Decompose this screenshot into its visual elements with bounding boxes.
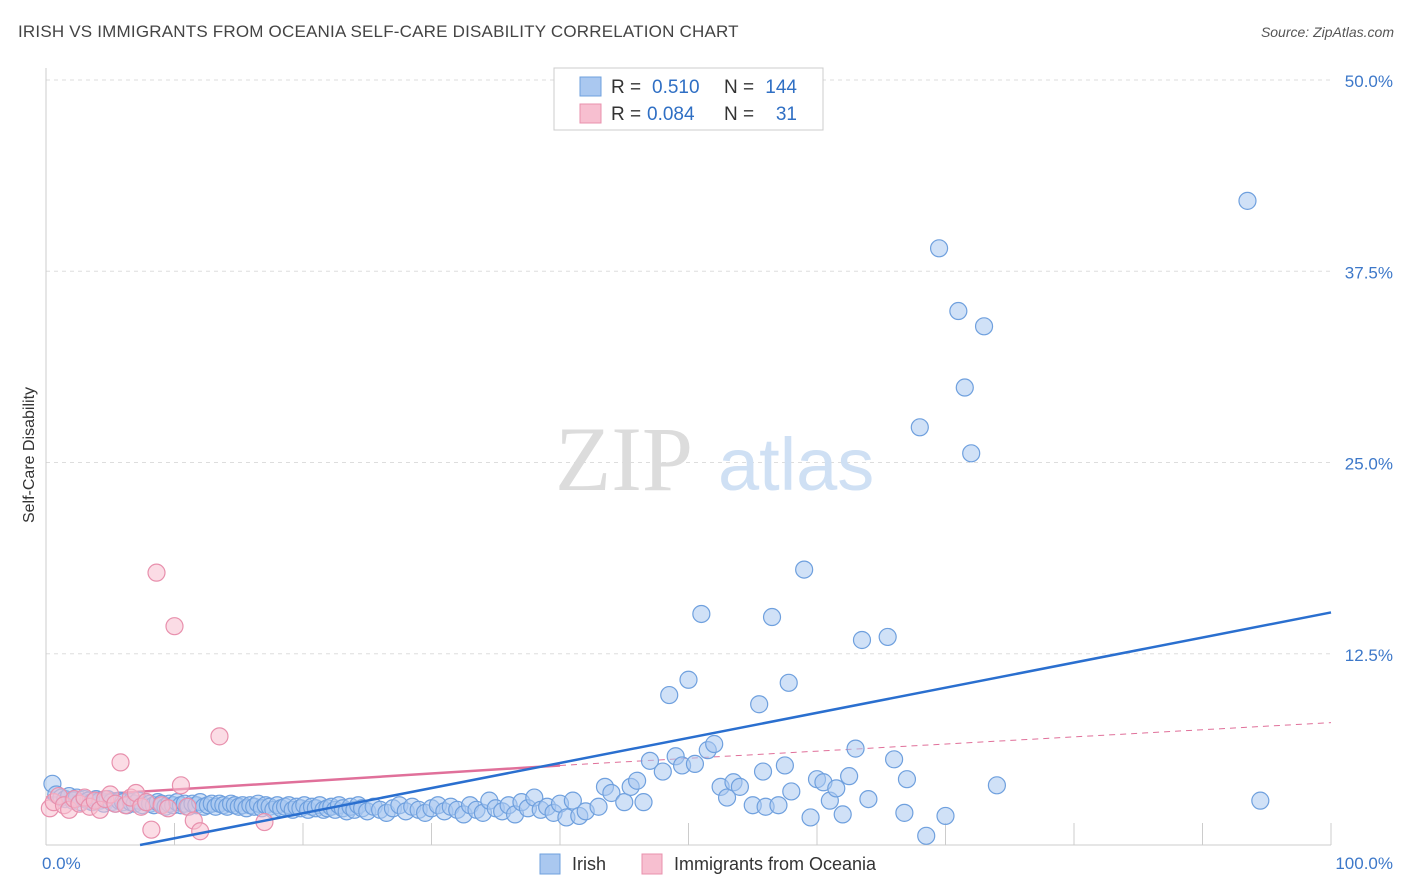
irish-point: [640, 751, 660, 770]
irish-point: [852, 630, 872, 650]
y-axis-label: Self-Care Disability: [21, 387, 38, 523]
irish-point: [929, 239, 949, 258]
bottom-legend-irish: Irish: [572, 854, 606, 874]
x-tick-label-max: 100.0%: [1335, 854, 1393, 873]
bottom-legend-swatch-irish: [539, 853, 561, 875]
irish-point: [750, 695, 769, 714]
legend-n-label-2: N =: [724, 104, 754, 125]
irish-point: [653, 762, 672, 781]
watermark-zip: ZIP: [555, 408, 693, 510]
y-tick-label: 50.0%: [1345, 72, 1393, 91]
irish-point: [685, 754, 705, 774]
legend-swatch-irish: [579, 76, 602, 97]
irish-point: [775, 756, 794, 775]
irish-point: [615, 793, 634, 812]
irish-point: [769, 796, 788, 815]
y-tick-label: 12.5%: [1345, 646, 1393, 665]
oceania-point: [171, 776, 191, 795]
irish-point: [705, 734, 724, 754]
irish-trend-group: [139, 611, 1332, 847]
irish-point: [878, 627, 897, 647]
irish-point: [833, 805, 852, 824]
irish-point: [634, 793, 653, 812]
axes: 0.0% 100.0%: [42, 68, 1393, 873]
irish-point: [753, 762, 773, 781]
irish-point: [897, 770, 917, 789]
oceania-points: [40, 563, 274, 841]
oceania-point: [111, 753, 130, 772]
irish-point: [974, 317, 994, 336]
legend-n-label-1: N =: [724, 77, 754, 98]
irish-point: [917, 826, 936, 845]
irish-point: [884, 750, 904, 769]
legend-r-value-1: 0.510: [652, 77, 700, 98]
irish-point: [840, 767, 859, 786]
irish-point: [936, 806, 955, 826]
legend: R = 0.510 N = 144 R = 0.084 N = 31: [553, 67, 824, 131]
irish-point: [1251, 791, 1270, 810]
oceania-point: [158, 799, 178, 818]
irish-point: [1238, 191, 1257, 210]
oceania-point: [137, 793, 156, 812]
irish-point: [827, 779, 846, 798]
x-tick-label-min: 0.0%: [42, 854, 81, 873]
legend-n-value-2: 31: [776, 104, 797, 125]
legend-r-label-1: R =: [611, 77, 641, 98]
irish-point: [962, 444, 981, 463]
irish-point: [627, 771, 647, 790]
y-axis-label-group: Self-Care Disability: [21, 387, 38, 523]
irish-points: [43, 191, 1270, 845]
irish-point: [895, 803, 914, 822]
irish-point: [563, 791, 582, 810]
irish-point: [782, 782, 801, 801]
watermark: ZIP atlas: [555, 408, 874, 510]
irish-point: [730, 777, 750, 796]
irish-point: [717, 788, 737, 807]
source-label: Source: ZipAtlas.com: [1260, 24, 1394, 40]
irish-trend-line: [139, 611, 1332, 847]
grid-lines: 12.5% 25.0% 37.5% 50.0%: [46, 72, 1393, 665]
irish-point: [987, 776, 1007, 795]
legend-swatch-oceania: [579, 103, 602, 124]
oceania-point: [210, 727, 229, 746]
irish-point: [949, 301, 968, 321]
legend-n-value-1: 144: [765, 77, 797, 98]
oceania-point: [147, 563, 166, 582]
legend-r-value-2: 0.084: [647, 104, 695, 125]
bottom-legend: Irish Immigrants from Oceania: [539, 853, 877, 875]
irish-point: [795, 560, 814, 579]
irish-point: [846, 739, 865, 758]
bottom-legend-oceania: Immigrants from Oceania: [674, 854, 877, 874]
irish-point: [801, 808, 820, 827]
irish-point: [762, 607, 782, 627]
watermark-atlas: atlas: [718, 423, 874, 506]
y-tick-label: 25.0%: [1345, 455, 1393, 474]
legend-r-label-2: R =: [611, 104, 641, 125]
irish-point: [589, 797, 608, 816]
irish-point: [859, 789, 878, 809]
chart-title: IRISH VS IMMIGRANTS FROM OCEANIA SELF-CA…: [18, 22, 739, 41]
irish-point: [692, 604, 711, 624]
irish-point: [660, 685, 679, 705]
irish-point: [955, 378, 974, 397]
y-tick-label: 37.5%: [1345, 263, 1393, 282]
oceania-point: [165, 617, 184, 636]
irish-point: [602, 783, 621, 803]
oceania-point: [142, 820, 161, 839]
irish-point: [779, 673, 798, 692]
bottom-legend-swatch-oceania: [641, 853, 663, 875]
oceania-trend-extension: [559, 722, 1332, 766]
irish-point: [679, 670, 698, 689]
irish-point: [910, 418, 929, 437]
